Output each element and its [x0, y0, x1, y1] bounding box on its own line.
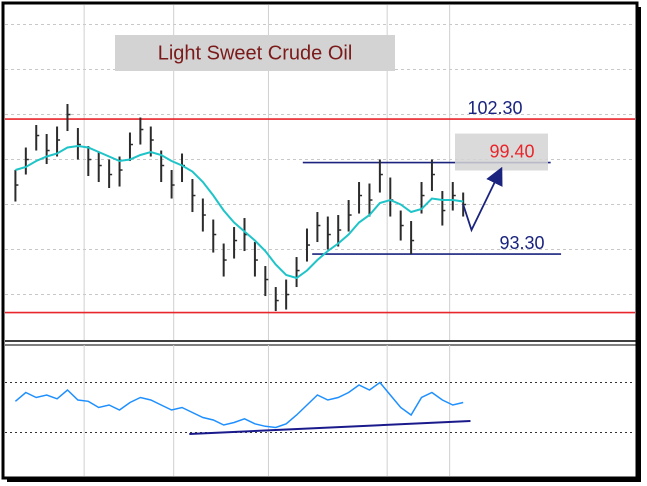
- level-label: 93.30: [499, 233, 544, 253]
- label-box: [455, 133, 548, 171]
- oscillator-line: [14, 381, 464, 429]
- moving-average: [15, 144, 464, 280]
- chart-title: Light Sweet Crude Oil: [158, 42, 353, 64]
- frame: [1, 1, 639, 480]
- oscillator-trendline: [189, 420, 471, 435]
- forecast-arrow: [462, 166, 503, 233]
- level-label: 102.30: [467, 98, 522, 118]
- title-box: [115, 35, 395, 71]
- level-label: 99.40: [489, 141, 534, 161]
